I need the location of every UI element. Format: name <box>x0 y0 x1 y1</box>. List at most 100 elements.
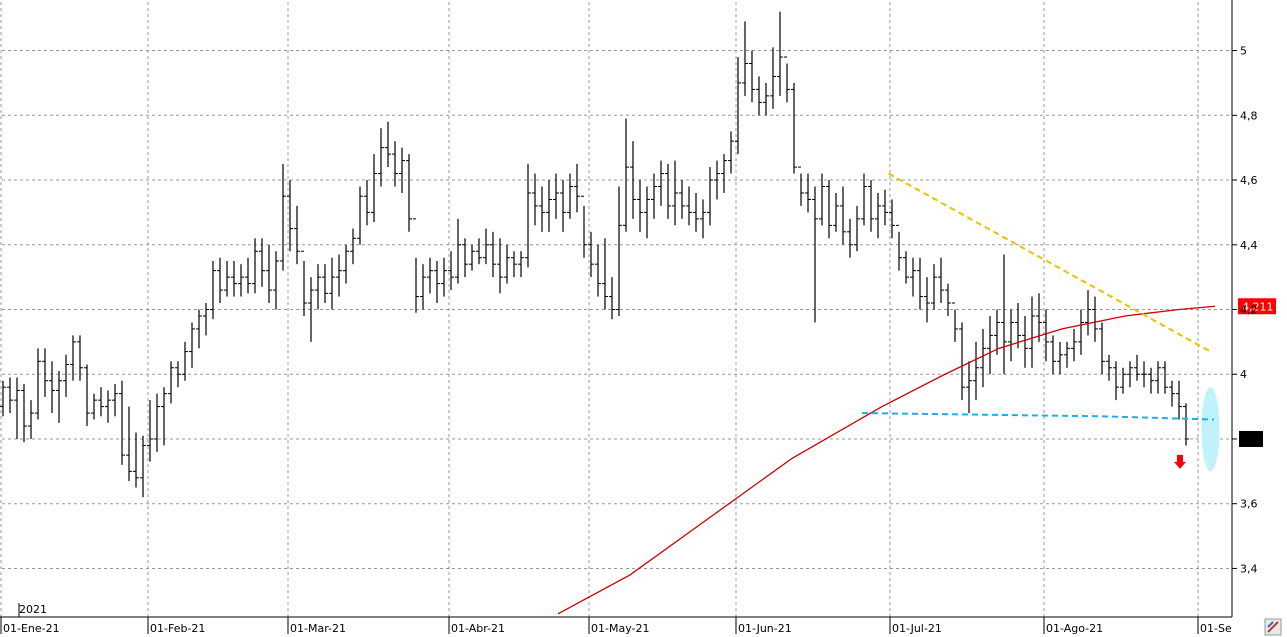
ohlc-bar <box>1085 290 1091 336</box>
y-tick-label: 4 <box>1240 368 1247 381</box>
x-tick-label: 01-Feb-21 <box>150 622 205 635</box>
ohlc-bar <box>546 180 552 232</box>
ohlc-bar <box>847 218 853 258</box>
ohlc-bar <box>1134 354 1140 381</box>
resistance-trendline <box>888 172 1211 353</box>
y-tick-label: 4,4 <box>1240 239 1258 252</box>
ohlc-bar <box>210 260 216 320</box>
ohlc-bar <box>455 218 461 284</box>
chart-overlays-back <box>1201 387 1220 472</box>
ohlc-bar <box>770 47 776 109</box>
ohlc-bar <box>406 154 412 232</box>
x-tick-label: 01-Se <box>1200 622 1232 635</box>
ohlc-bar <box>630 141 636 219</box>
ohlc-bar <box>0 380 6 417</box>
ohlc-bar <box>644 186 650 239</box>
ohlc-bar <box>84 364 90 427</box>
ohlc-bar <box>203 303 209 336</box>
ohlc-bar <box>735 57 741 155</box>
ohlc-bar <box>686 186 692 226</box>
ohlc-bar <box>308 277 314 342</box>
ohlc-bar <box>70 335 76 381</box>
ohlc-bar <box>1043 309 1049 362</box>
settings-corner-icon[interactable] <box>1264 618 1282 636</box>
ohlc-bar <box>182 341 188 381</box>
ohlc-bar <box>553 173 559 219</box>
ohlc-bar <box>98 387 104 417</box>
ohlc-bar <box>805 173 811 213</box>
ohlc-bar <box>826 180 832 239</box>
ohlc-bar <box>665 163 671 219</box>
ohlc-bar <box>91 393 97 420</box>
ohlc-bar <box>917 257 923 310</box>
ohlc-bar <box>581 195 587 258</box>
ohlc-bar <box>392 141 398 187</box>
ohlc-bar <box>462 238 468 278</box>
ohlc-bar <box>791 82 797 174</box>
ohlc-bar <box>623 118 629 232</box>
ohlc-bar <box>672 160 678 226</box>
ohlc-bar <box>889 199 895 239</box>
ohlc-bar <box>119 380 125 465</box>
ohlc-bar <box>539 186 545 232</box>
ohlc-bar <box>784 56 790 103</box>
ohlc-bar <box>567 173 573 219</box>
x-tick-label: 01-May-21 <box>591 622 649 635</box>
y-tick-label: 5 <box>1240 45 1247 58</box>
ohlc-bar <box>56 371 62 423</box>
ohlc-bar <box>49 361 55 414</box>
ohlc-bar <box>469 244 475 271</box>
ohlc-bar <box>1127 361 1133 388</box>
ohlc-bar <box>777 11 783 96</box>
ohlc-bar <box>105 390 111 423</box>
ohlc-bar <box>133 432 139 488</box>
ohlc-bar <box>728 131 734 174</box>
x-tick-label: 01-Ago-21 <box>1046 622 1103 635</box>
ohlc-bar <box>154 393 160 452</box>
ohlc-bar <box>896 224 902 271</box>
ohlc-bar <box>532 173 538 226</box>
ohlc-bar <box>413 218 419 313</box>
ohlc-bar <box>504 244 510 284</box>
ohlc-bar <box>490 231 496 278</box>
ohlc-bar <box>588 231 594 278</box>
ohlc-bar <box>147 400 153 462</box>
ohlc-bar <box>140 435 146 498</box>
ohlc-bar <box>343 244 349 284</box>
ohlc-bar <box>329 257 335 310</box>
ohlc-bar <box>420 264 426 310</box>
ohlc-bar <box>476 238 482 265</box>
ohlc-bar <box>560 180 566 232</box>
ohlc-bar <box>637 180 643 232</box>
ohlc-bar <box>126 406 132 482</box>
ohlc-bar <box>1008 309 1014 362</box>
ohlc-bar <box>602 238 608 310</box>
ohlc-bar <box>224 260 230 297</box>
ohlc-bar <box>1169 380 1175 407</box>
ohlc-bar <box>35 348 41 420</box>
ohlc-bar <box>1071 328 1077 362</box>
y-tick-label: 4,6 <box>1240 174 1258 187</box>
ohlc-bar <box>28 400 34 439</box>
ohlc-bar <box>1001 254 1007 375</box>
ohlc-bar <box>511 251 517 278</box>
ohlc-bar <box>931 264 937 310</box>
ohlc-bar <box>749 50 755 103</box>
ohlc-bar <box>1078 309 1084 355</box>
highlight-ellipse <box>1201 387 1220 472</box>
ohlc-bar <box>1120 367 1126 394</box>
ohlc-bar <box>938 257 944 304</box>
ohlc-bar <box>259 238 265 287</box>
ohlc-bar <box>1148 367 1154 394</box>
ohlc-bar <box>1057 341 1063 375</box>
ohlc-bar <box>1036 293 1042 342</box>
ohlc-bar <box>7 377 13 414</box>
ohlc-bar <box>1064 341 1070 368</box>
ohlc-bar <box>700 199 706 239</box>
y-tick-label: 4,2 <box>1240 304 1258 317</box>
ohlc-bar <box>14 377 20 439</box>
ohlc-bar <box>427 257 433 294</box>
ohlc-bar <box>574 163 580 213</box>
